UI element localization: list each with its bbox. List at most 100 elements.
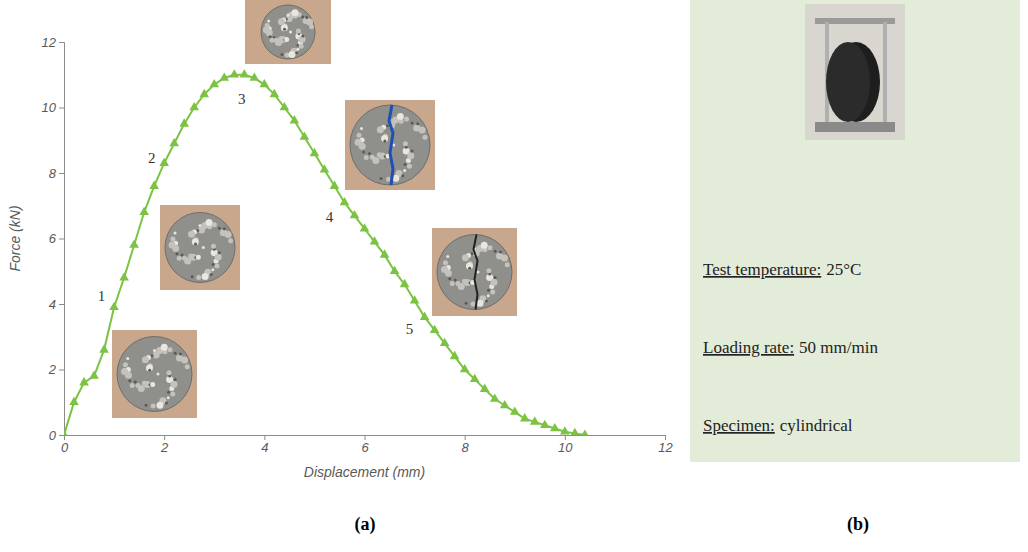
point-label: 4: [326, 209, 334, 225]
photo-aggregate: [499, 251, 502, 254]
photo-background: [112, 330, 197, 418]
photo-aggregate: [368, 152, 371, 155]
photo-aggregate: [202, 246, 205, 249]
photo-aggregate: [364, 155, 369, 160]
photo-aggregate: [194, 243, 197, 246]
photo-aggregate: [381, 135, 388, 142]
photo-aggregate: [202, 273, 209, 280]
photo-specimen: [437, 235, 512, 310]
photo-aggregate: [225, 231, 232, 238]
photo-aggregate: [299, 44, 304, 49]
photo-aggregate: [170, 391, 175, 396]
photo-aggregate: [462, 254, 469, 261]
condition-value: 25°C: [826, 260, 861, 279]
photo-aggregate: [206, 219, 213, 226]
specimen-photo: [112, 330, 197, 418]
data-marker: [310, 148, 320, 156]
specimen-photo: [160, 205, 240, 290]
condition-label: Specimen:: [703, 416, 775, 435]
photo-aggregate: [123, 362, 128, 367]
photo-aggregate: [130, 383, 135, 388]
photo-aggregate: [360, 127, 363, 130]
data-marker: [239, 69, 249, 77]
data-marker: [480, 384, 490, 392]
data-marker: [179, 118, 189, 126]
photo-aggregate: [269, 38, 274, 43]
photo-aggregate: [454, 278, 457, 281]
test-condition: Loading rate: 50 mm/min: [703, 338, 878, 357]
tick: 12: [42, 35, 64, 50]
tick: 4: [261, 435, 268, 455]
photo-aggregate: [126, 357, 129, 360]
photo-aggregate: [301, 16, 304, 19]
photo-aggregate: [362, 151, 365, 154]
photo-aggregate: [386, 124, 389, 127]
tick: 2: [48, 362, 64, 377]
photo-aggregate: [167, 347, 172, 352]
data-marker: [420, 312, 430, 320]
data-marker: [550, 423, 560, 431]
photo-crack: [389, 105, 393, 185]
tick-label: 6: [49, 231, 57, 246]
photo-aggregate: [196, 255, 201, 260]
data-marker: [199, 89, 209, 97]
photo-aggregate: [211, 268, 214, 271]
data-marker: [64, 429, 69, 435]
data-marker: [149, 181, 159, 189]
photo-aggregate: [505, 262, 510, 267]
tick-label: 6: [361, 440, 369, 455]
data-marker: [119, 272, 129, 280]
photo-aggregate: [167, 391, 170, 394]
photo-aggregate: [404, 117, 409, 122]
photo-aggregate: [443, 260, 448, 265]
tick-label: 0: [49, 428, 57, 443]
photo-background: [345, 100, 435, 190]
photo-aggregate: [218, 227, 221, 230]
y-axis-title: Force (kN): [7, 205, 23, 271]
tick-label: 10: [558, 440, 573, 455]
photo-aggregate: [291, 9, 298, 16]
tick: 6: [361, 435, 369, 455]
photo-aggregate: [170, 236, 175, 241]
photo-aggregate: [407, 152, 414, 159]
x-axis: 024681012: [61, 435, 674, 455]
data-marker: [410, 295, 420, 303]
data-marker: [280, 102, 290, 110]
photo-aggregate: [212, 263, 215, 266]
data-marker: [560, 426, 570, 434]
figure: 024681012024681012Displacement (mm)Force…: [0, 0, 1028, 552]
data-marker: [270, 89, 280, 97]
data-marker: [300, 131, 310, 139]
photo-aggregate: [167, 396, 170, 399]
point-label: 3: [238, 91, 246, 107]
tick-mark: [59, 173, 64, 174]
photo-aggregate: [151, 404, 156, 409]
photo-aggregate: [188, 231, 195, 238]
photo-background: [805, 4, 905, 140]
photo-aggregate: [278, 18, 285, 25]
photo-aggregate: [174, 232, 177, 235]
photo-aggregate: [185, 364, 190, 369]
tick-mark: [59, 239, 64, 240]
tick: 8: [49, 166, 64, 181]
data-marker: [530, 416, 540, 424]
condition-label: Loading rate:: [703, 338, 794, 357]
photo-aggregate: [471, 252, 474, 255]
tick-label: 10: [42, 100, 57, 115]
photo-aggregate: [156, 402, 163, 409]
photo-aggregate: [215, 253, 222, 260]
data-marker: [139, 207, 149, 215]
photo-aggregate: [403, 141, 408, 146]
photo-aggregate: [151, 354, 154, 357]
photo-aggregate: [401, 174, 404, 177]
photo-aggregate: [161, 344, 168, 351]
data-marker: [370, 236, 380, 244]
photo-aggregate: [403, 169, 406, 172]
condition-value: 50 mm/min: [799, 338, 878, 357]
photo-aggregate: [284, 37, 289, 42]
photo-aggregate: [191, 275, 194, 278]
data-marker: [440, 338, 450, 346]
tick: 10: [558, 435, 573, 455]
tick: 12: [658, 435, 673, 455]
data-marker: [470, 374, 480, 382]
